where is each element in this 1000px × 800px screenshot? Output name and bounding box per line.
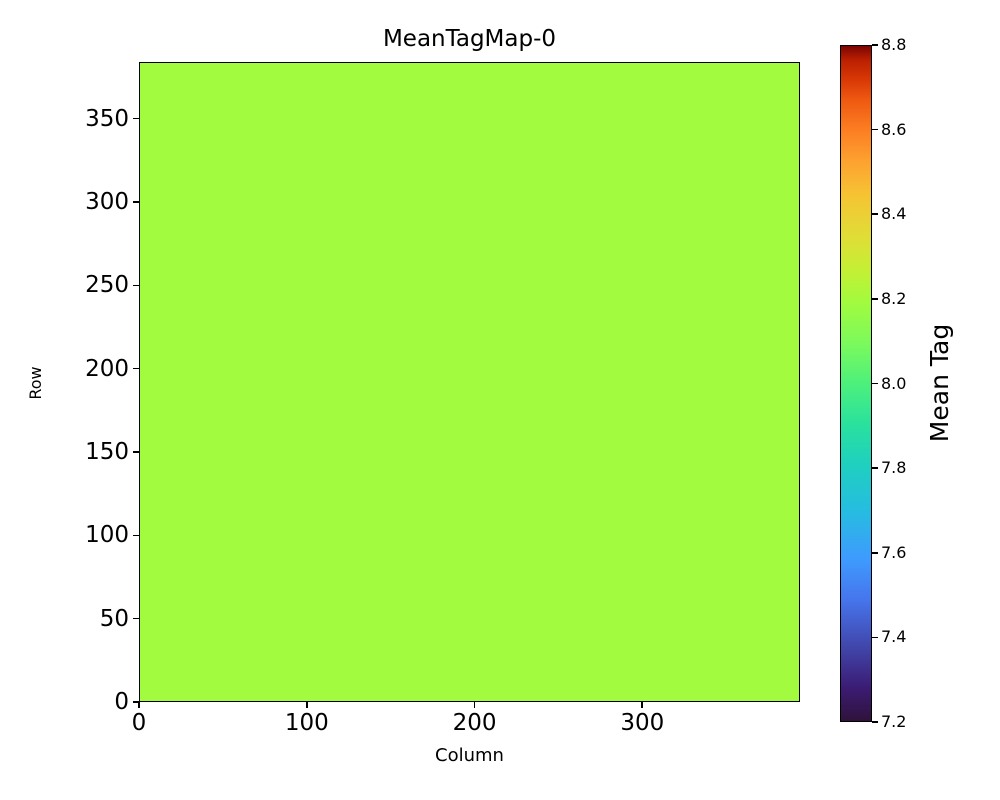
colorbar-tick-mark <box>872 721 878 723</box>
x-axis-label: Column <box>435 745 504 766</box>
x-tick-label: 300 <box>620 710 665 736</box>
y-tick-label: 350 <box>85 105 129 132</box>
colorbar-tick-label: 7.6 <box>881 542 907 562</box>
colorbar-tick-mark <box>872 382 878 385</box>
x-tick-label: 100 <box>284 710 329 736</box>
colorbar-tick-label: 8.8 <box>881 35 907 54</box>
y-tick-label: 150 <box>85 439 129 465</box>
y-tick-label: 300 <box>85 189 129 215</box>
y-tick-label: 100 <box>85 522 129 549</box>
chart-title: MeanTagMap-0 <box>382 26 557 52</box>
x-tick-mark <box>641 702 644 708</box>
colorbar-tick-mark <box>872 551 878 554</box>
x-tick-mark <box>305 702 308 708</box>
x-tick-label: 200 <box>452 710 497 736</box>
y-tick-mark <box>133 284 139 287</box>
colorbar-tick-mark <box>872 636 878 639</box>
y-tick-mark <box>133 701 139 703</box>
y-tick-label: 250 <box>85 272 129 299</box>
x-tick-label: 0 <box>131 710 147 736</box>
x-tick-mark <box>138 702 140 708</box>
colorbar-label: Mean Tag <box>925 323 954 443</box>
colorbar-tick-label: 8.0 <box>881 373 907 393</box>
colorbar-tick-label: 8.2 <box>881 288 907 308</box>
colorbar-tick-label: 7.2 <box>881 712 907 731</box>
colorbar-tick-mark <box>872 213 878 216</box>
y-axis-label: Row <box>26 366 45 400</box>
y-tick-mark <box>133 534 139 537</box>
colorbar-tick-mark <box>872 298 878 300</box>
heatmap-image <box>140 63 799 701</box>
colorbar-tick-label: 7.8 <box>881 458 907 478</box>
y-tick-mark <box>133 617 139 620</box>
heatmap-axes <box>139 62 800 702</box>
colorbar-gradient <box>841 46 871 721</box>
colorbar-tick-label: 8.6 <box>881 119 907 139</box>
y-tick-mark <box>133 117 139 120</box>
colorbar-tick-label: 7.4 <box>881 627 907 647</box>
x-tick-mark <box>473 702 476 708</box>
colorbar-tick-mark <box>872 128 878 131</box>
colorbar-tick-label: 8.4 <box>881 204 907 224</box>
y-tick-mark <box>133 201 139 203</box>
y-tick-label: 50 <box>99 605 129 632</box>
y-tick-label: 200 <box>85 355 129 382</box>
y-tick-label: 0 <box>114 689 129 715</box>
colorbar-tick-mark <box>872 467 878 469</box>
y-tick-mark <box>133 451 139 453</box>
colorbar-tick-mark <box>872 44 878 46</box>
y-tick-mark <box>133 367 139 370</box>
colorbar-axes <box>840 45 872 722</box>
